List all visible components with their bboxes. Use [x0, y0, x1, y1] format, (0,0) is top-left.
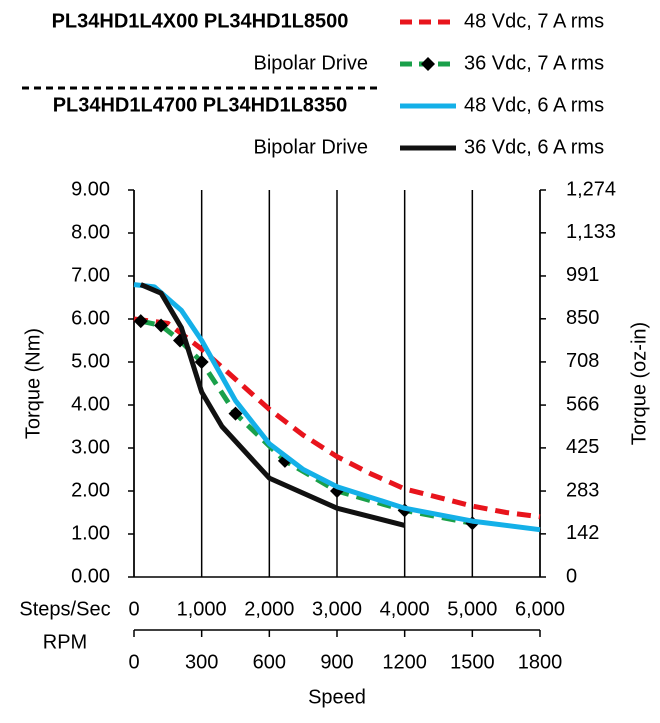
x2-tick-label: 600: [253, 651, 286, 673]
legend-label: 36 Vdc, 7 A rms: [464, 52, 604, 74]
drive-type: Bipolar Drive: [254, 52, 368, 74]
drive-type: Bipolar Drive: [254, 136, 368, 158]
legend-label: 36 Vdc, 6 A rms: [464, 136, 604, 158]
legend-label: 48 Vdc, 6 A rms: [464, 94, 604, 116]
y-tick-label: 5.00: [71, 350, 110, 372]
y-tick-label: 1.00: [71, 522, 110, 544]
x2-axis-name: RPM: [43, 631, 87, 653]
data-marker: [133, 314, 148, 329]
y2-axis-title: Torque (oz-in): [628, 322, 650, 445]
x-tick-label: 1,000: [177, 598, 227, 620]
y-tick-label: 3.00: [71, 436, 110, 458]
x-axis-title: Speed: [308, 686, 366, 708]
y-tick-label: 6.00: [71, 307, 110, 329]
y2-tick-label: 1,133: [566, 221, 616, 243]
model-names: PL34HD1L4X00 PL34HD1L8500: [52, 10, 349, 32]
x-axis-name: Steps/Sec: [19, 598, 110, 620]
y2-tick-label: 566: [566, 393, 599, 415]
y-tick-label: 8.00: [71, 221, 110, 243]
y-axis-title: Torque (Nm): [22, 328, 44, 439]
data-marker: [154, 318, 169, 333]
legend-marker: [421, 57, 435, 71]
x2-tick-label: 1200: [382, 651, 427, 673]
legend-label: 48 Vdc, 7 A rms: [464, 10, 604, 32]
y2-tick-label: 0: [566, 565, 577, 587]
y2-tick-label: 991: [566, 264, 599, 286]
data-marker: [228, 406, 243, 421]
data-marker: [194, 355, 209, 369]
x2-tick-label: 1800: [518, 651, 563, 673]
series-line: [139, 282, 406, 528]
y-tick-label: 4.00: [71, 393, 110, 415]
y-tick-label: 0.00: [71, 565, 110, 587]
x-tick-label: 5,000: [447, 598, 497, 620]
x-tick-label: 2,000: [244, 598, 294, 620]
x2-tick-label: 0: [128, 651, 139, 673]
y-tick-label: 2.00: [71, 479, 110, 501]
x-tick-label: 3,000: [312, 598, 362, 620]
y-tick-label: 9.00: [71, 178, 110, 200]
x2-tick-label: 900: [320, 651, 353, 673]
x2-tick-label: 1500: [450, 651, 495, 673]
series-line: [133, 282, 541, 533]
x2-tick-label: 300: [185, 651, 218, 673]
y2-tick-label: 283: [566, 479, 599, 501]
y2-tick-label: 850: [566, 307, 599, 329]
y2-tick-label: 142: [566, 522, 599, 544]
model-names: PL34HD1L4700 PL34HD1L8350: [53, 94, 348, 116]
series-line: [133, 316, 541, 520]
x-tick-label: 0: [128, 598, 139, 620]
y-tick-label: 7.00: [71, 264, 110, 286]
y2-tick-label: 425: [566, 436, 599, 458]
y2-tick-label: 708: [566, 350, 599, 372]
y2-tick-label: 1,274: [566, 178, 616, 200]
x-tick-label: 6,000: [515, 598, 565, 620]
x-tick-label: 4,000: [380, 598, 430, 620]
